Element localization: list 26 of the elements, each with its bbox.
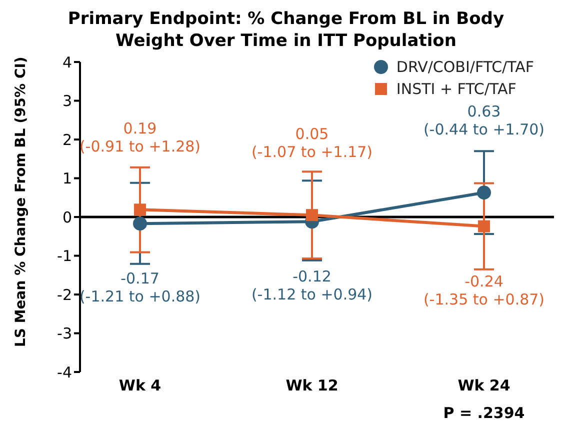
point (134, 204, 146, 216)
point (133, 216, 147, 231)
data-label: 0.63 (-0.44 to +1.70) (423, 102, 545, 139)
y-tick-label: -4 (57, 363, 72, 382)
y-tick-label: 4 (62, 53, 72, 72)
y-tick-label: -2 (57, 286, 72, 304)
y-tick-label: -1 (57, 247, 72, 266)
y-tick-label: 1 (62, 170, 72, 188)
y-axis-title: LS Mean % Change From BL (95% CI) (12, 56, 29, 347)
legend-label: DRV/COBI/FTC/TAF (396, 58, 534, 76)
legend-label: INSTI + FTC/TAF (396, 80, 516, 98)
y-tick-label: 3 (62, 92, 72, 110)
x-tick-label: Wk 12 (286, 376, 338, 395)
text: P = .2394 (443, 404, 525, 422)
point (478, 220, 490, 232)
point (477, 186, 491, 200)
x-tick-label: Wk 4 (118, 376, 162, 395)
x-tick-label: Wk 24 (458, 376, 510, 395)
data-label: 0.05 (-1.07 to +1.17) (251, 125, 373, 162)
data-label: -0.12 (-1.12 to +0.94) (251, 268, 373, 304)
y-tick-label: 2 (62, 130, 72, 149)
y-tick-label: -3 (57, 324, 72, 343)
y-tick-label: 0 (62, 208, 72, 226)
chart-title: Primary Endpoint: % Change From BL in Body Weight Over Time in ITT Population (66, 8, 506, 52)
data-label: -0.24 (-1.35 to +0.87) (423, 272, 545, 308)
point (306, 209, 318, 222)
